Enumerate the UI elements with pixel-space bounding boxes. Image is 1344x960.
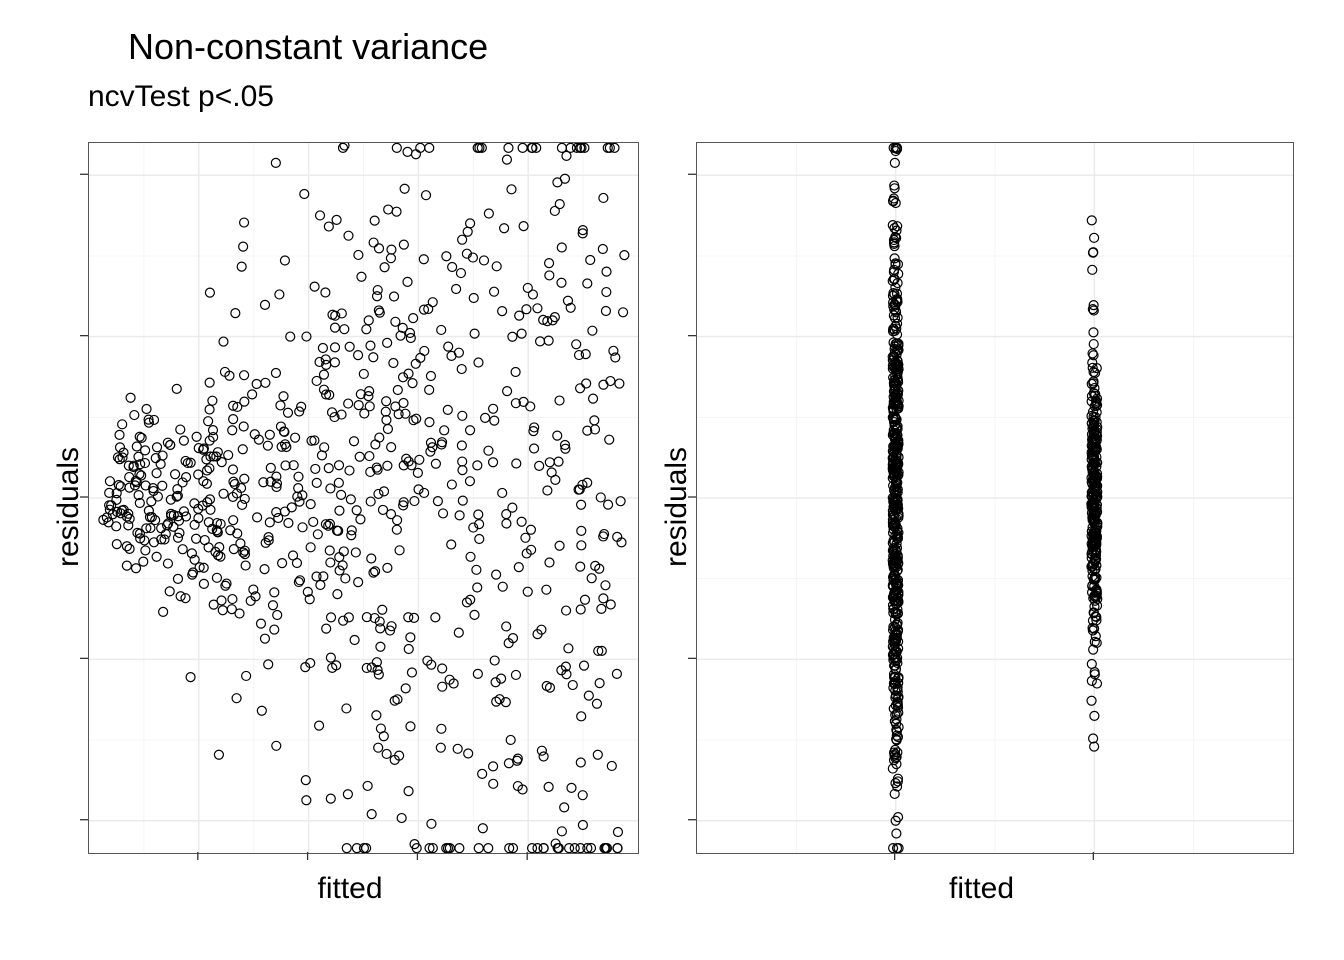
plot-subtitle: ncvTest p<.05 (88, 80, 274, 114)
left-x-axis-label: fitted (318, 872, 383, 906)
right-scatter-svg (697, 143, 1293, 853)
right-x-axis-label: fitted (949, 872, 1014, 906)
left-scatter-panel (88, 142, 639, 854)
left-y-axis-label: residuals (52, 447, 86, 567)
left-scatter-svg (89, 143, 638, 853)
right-scatter-panel (696, 142, 1294, 854)
right-y-axis-label: residuals (660, 447, 694, 567)
plot-title: Non-constant variance (128, 26, 488, 68)
